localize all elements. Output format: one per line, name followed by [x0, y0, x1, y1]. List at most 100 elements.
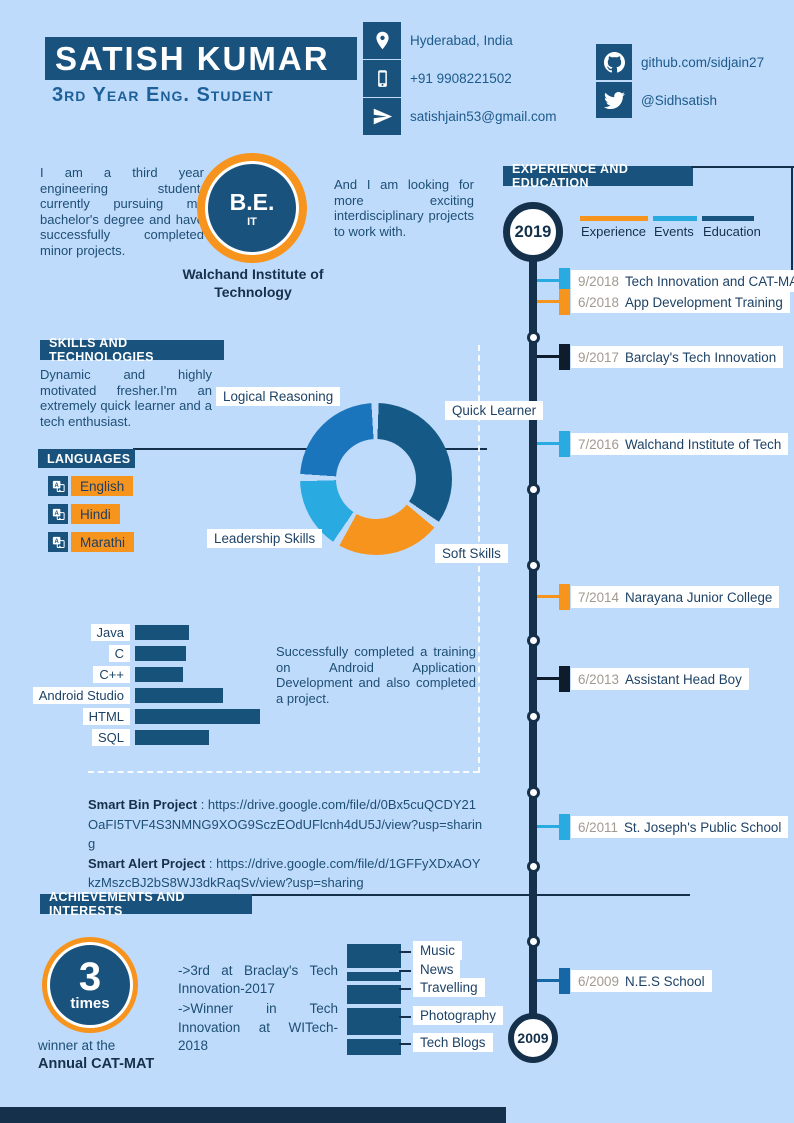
- section-header-achievements: ACHIEVEMENTS AND INTERESTS: [40, 890, 252, 918]
- project-name: Smart Bin Project: [88, 797, 198, 812]
- translate-icon: A: [48, 532, 68, 552]
- award-caption-bottom: Annual CAT-MAT: [38, 1056, 155, 1072]
- donut-segment-label: Logical Reasoning: [216, 387, 341, 406]
- timeline-marker: [559, 814, 570, 840]
- section-header-skills: SKILLS AND TECHNOLOGIES: [40, 336, 224, 364]
- timeline-entry-label: Narayana Junior College: [624, 589, 773, 605]
- social-item: @Sidhsatish: [596, 82, 764, 118]
- timeline-entry-label: Assistant Head Boy: [624, 671, 742, 687]
- timeline-entry-date: 9/2018: [578, 273, 619, 289]
- timeline-marker: [559, 968, 570, 994]
- achievement-note: ->3rd at Braclay's Tech Innovation-2017: [178, 963, 338, 997]
- timeline-start-year: 2019: [503, 202, 563, 262]
- interest-block: [347, 972, 401, 981]
- tech-bar: [135, 688, 223, 703]
- tech-bar-label-cell: C++: [35, 666, 130, 683]
- interest-block: [347, 985, 401, 1004]
- contact-text: +91 9908221502: [410, 71, 512, 86]
- location-pin-icon: [363, 22, 401, 59]
- contact-item: Hyderabad, India: [363, 22, 557, 59]
- timeline-entry: 7/2014 Narayana Junior College: [571, 586, 780, 608]
- tech-bar: [135, 667, 183, 682]
- contact-item: satishjain53@gmail.com: [363, 98, 557, 135]
- achievement-notes: ->3rd at Braclay's Tech Innovation-2017 -…: [178, 962, 338, 1057]
- project-link[interactable]: : https://drive.google.com/file/d/0Bx5cu…: [88, 797, 483, 851]
- timeline-marker: [559, 584, 570, 610]
- github-icon: [596, 44, 632, 80]
- legend-swatch: [653, 216, 697, 221]
- tech-bar: [135, 625, 189, 640]
- social-handle[interactable]: github.com/sidjain27: [641, 54, 765, 70]
- timeline-connector: [537, 442, 560, 445]
- timeline-entry: 6/2009 N.E.S School: [571, 970, 712, 992]
- timeline-connector: [537, 300, 560, 303]
- tech-bar-label: C++: [93, 666, 130, 683]
- degree-label: B.E.: [229, 188, 275, 215]
- project-item[interactable]: Smart Bin Project : https://drive.google…: [88, 795, 484, 854]
- language-item: A Marathi: [48, 532, 135, 552]
- language-chip: Marathi: [71, 532, 135, 552]
- contact-item: +91 9908221502: [363, 60, 557, 97]
- timeline-entry-label: Walchand Institute of Tech: [624, 436, 782, 452]
- training-text: Successfully completed a training on And…: [276, 644, 476, 706]
- svg-text:A: A: [54, 483, 59, 489]
- divider-dashed-horizontal: [88, 771, 479, 773]
- institute-name: Walchand Institute of Technology: [182, 266, 324, 301]
- contact-text: satishjain53@gmail.com: [410, 109, 557, 124]
- legend-swatch: [580, 216, 648, 221]
- subtitle: 3rd Year Eng. Student: [52, 84, 274, 106]
- language-item: A Hindi: [48, 504, 134, 524]
- timeline-entry-date: 6/2011: [578, 819, 618, 835]
- tech-bar-row: Android Studio: [32, 685, 260, 706]
- timeline-connector: [537, 595, 560, 598]
- contact-text: Hyderabad, India: [410, 33, 513, 48]
- tech-bar-label-cell: Android Studio: [32, 687, 130, 704]
- social-handle[interactable]: @Sidhsatish: [641, 92, 717, 108]
- timeline-entry-date: 6/2013: [578, 671, 619, 687]
- project-item[interactable]: Smart Alert Project : https://drive.goog…: [88, 854, 484, 893]
- skills-text: Dynamic and highly motivated fresher.I'm…: [40, 367, 212, 429]
- award-badge-inner: 3 times: [47, 942, 133, 1028]
- about-right-text: And I am looking for more exciting inter…: [334, 177, 474, 239]
- timeline-line: [529, 233, 537, 1038]
- interest-label: Travelling: [413, 978, 485, 997]
- tech-bar-row: C++: [35, 664, 260, 685]
- award-badge: 3 times: [42, 937, 138, 1033]
- timeline-connector: [537, 825, 560, 828]
- twitter-icon: [596, 82, 632, 118]
- interests-chart: [347, 944, 401, 1055]
- interest-label: Tech Blogs: [413, 1033, 493, 1052]
- translate-icon: A: [48, 476, 68, 496]
- tech-bar-label: C: [108, 645, 130, 662]
- timeline-entry-date: 7/2016: [578, 436, 619, 452]
- award-caption-top: winner at the: [38, 1038, 116, 1053]
- timeline-entry: 9/2017 Barclay's Tech Innovation: [571, 346, 784, 368]
- timeline-entry: 6/2018 App Development Training: [571, 291, 790, 313]
- interest-label: Music: [413, 941, 462, 960]
- interest-block: [347, 944, 401, 968]
- award-count: 3: [78, 954, 102, 999]
- name-banner: SATISH KUMAR: [45, 37, 357, 80]
- language-chip: English: [71, 476, 134, 496]
- tech-bar: [135, 646, 186, 661]
- timeline-entry: 7/2016 Walchand Institute of Tech: [571, 433, 789, 455]
- project-link[interactable]: : https://drive.google.com/file/d/1GFFyX…: [88, 855, 481, 891]
- timeline-entry: 9/2018 Tech Innovation and CAT-MAT: [571, 270, 794, 292]
- tech-bar-row: SQL: [35, 727, 260, 748]
- footer-bar: [0, 1107, 506, 1123]
- timeline-connector: [537, 677, 560, 680]
- tech-bar-chart: Java C C++ Android Studio HTML SQL: [32, 622, 260, 748]
- degree-field: IT: [247, 215, 257, 228]
- divider-dashed-vertical: [478, 345, 480, 773]
- project-name: Smart Alert Project: [88, 855, 206, 871]
- timeline-entry-label: Tech Innovation and CAT-MAT: [624, 273, 794, 289]
- section-header-experience-education: EXPERIENCE AND EDUCATION: [503, 162, 693, 190]
- timeline-entry-date: 6/2018: [578, 294, 619, 310]
- tech-bar-row: Java: [35, 622, 260, 643]
- social-item: github.com/sidjain27: [596, 44, 764, 80]
- phone-icon: [363, 60, 401, 97]
- timeline-entry-label: N.E.S School: [624, 973, 705, 989]
- language-chip: Hindi: [71, 504, 120, 524]
- timeline-marker: [559, 666, 570, 692]
